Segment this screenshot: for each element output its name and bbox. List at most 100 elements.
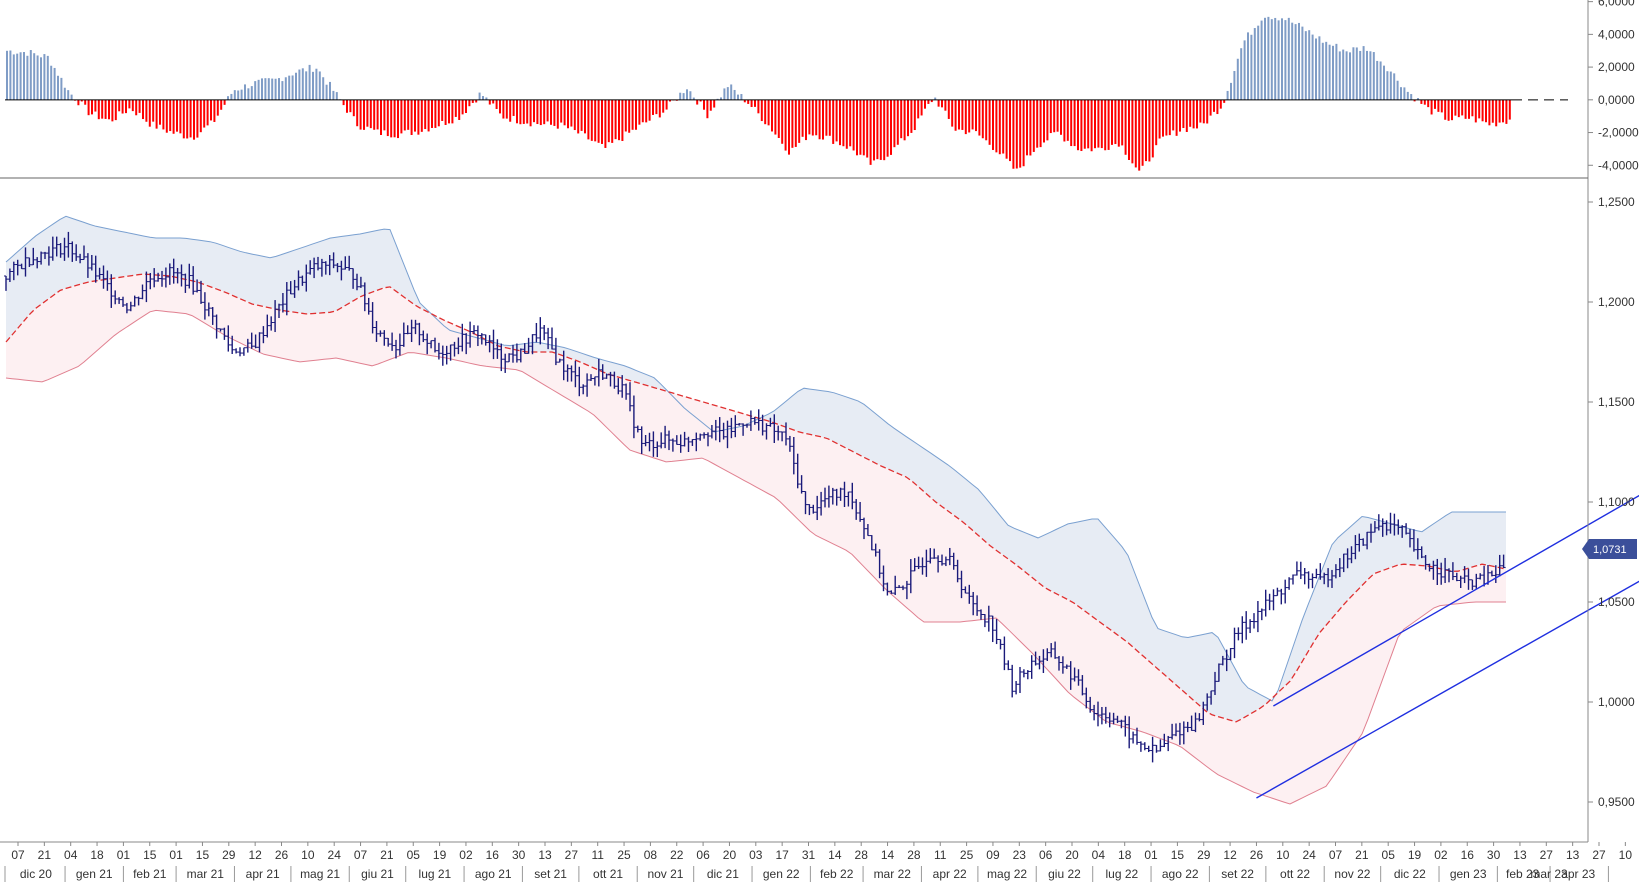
ohlc-bar: [803, 490, 808, 515]
ohlc-bar: [401, 322, 406, 347]
osc-bar: [988, 99, 991, 145]
osc-bar: [1114, 99, 1117, 145]
ohlc-bar: [655, 441, 660, 458]
ohlc-bar: [1450, 562, 1455, 581]
x-day-label: 18: [1118, 848, 1132, 862]
osc-bar: [818, 99, 821, 140]
osc-bar: [879, 99, 882, 160]
x-day-label: 01: [1144, 848, 1158, 862]
ohlc-bar: [1080, 675, 1085, 696]
x-month-label: gen 23: [1450, 867, 1487, 881]
osc-bar: [318, 71, 321, 100]
osc-bar: [1308, 30, 1311, 100]
osc-bar: [563, 99, 566, 126]
ohlc-bar: [35, 257, 40, 269]
osc-bar: [308, 64, 311, 100]
ohlc-bar: [425, 333, 430, 355]
ohlc-bar: [639, 426, 644, 454]
osc-bar: [407, 99, 410, 130]
ohlc-bar: [893, 575, 898, 596]
ohlc-bar: [702, 432, 707, 439]
osc-bar: [842, 99, 845, 147]
ohlc-bar: [955, 559, 960, 583]
ohlc-bar: [405, 325, 410, 335]
ohlc-bar: [479, 333, 484, 345]
osc-bar: [359, 99, 362, 130]
osc-bar: [1287, 17, 1290, 100]
ohlc-bar: [452, 341, 457, 357]
ohlc-bar: [1240, 616, 1245, 644]
x-day-label: 29: [1197, 848, 1211, 862]
ohlc-bar: [530, 334, 535, 355]
ohlc-bar: [31, 247, 36, 266]
ohlc-bar: [1135, 727, 1139, 745]
ohlc-bar: [257, 332, 262, 353]
osc-bar: [162, 99, 165, 130]
ohlc-bar: [1045, 648, 1050, 661]
ohlc-bar: [787, 435, 792, 452]
osc-bar: [1417, 98, 1419, 100]
ohlc-bar: [1162, 733, 1167, 748]
x-day-label: 10: [1619, 848, 1633, 862]
ohlc-bar: [647, 432, 652, 452]
ohlc-bar: [128, 301, 133, 312]
ohlc-bar: [397, 333, 402, 356]
x-day-label: 21: [380, 848, 394, 862]
ohlc-bar: [819, 491, 824, 516]
ohlc-bar: [347, 255, 352, 271]
osc-bar: [1182, 99, 1185, 129]
x-day-label: 09: [986, 848, 1000, 862]
osc-bar: [1080, 99, 1083, 152]
ohlc-bar: [472, 325, 476, 335]
ohlc-bar: [862, 517, 866, 540]
ohlc-bar: [1177, 722, 1182, 745]
osc-bar: [533, 99, 535, 123]
ohlc-bar: [499, 343, 504, 372]
osc-bar: [641, 99, 644, 123]
osc-bar: [1495, 99, 1498, 127]
osc-bar: [454, 99, 457, 117]
osc-bar: [726, 87, 729, 100]
ohlc-bar: [109, 274, 114, 308]
ohlc-bar: [1197, 713, 1202, 722]
ohlc-bar: [1310, 573, 1315, 589]
ohlc-bar: [1384, 520, 1389, 536]
osc-bar: [1243, 40, 1246, 100]
ohlc-bar: [1326, 568, 1331, 588]
ohlc-bar: [1411, 529, 1416, 552]
x-day-label: 10: [301, 848, 315, 862]
osc-bar: [539, 99, 542, 126]
osc-bar: [1032, 99, 1035, 152]
ohlc-bar: [713, 419, 718, 441]
ohlc-bar: [85, 253, 90, 278]
ohlc-bar: [889, 590, 894, 594]
osc-bar: [179, 99, 182, 134]
osc-bar: [1070, 99, 1073, 147]
ohlc-bar: [1275, 587, 1280, 597]
osc-bar: [193, 99, 195, 140]
ohlc-bar: [1439, 562, 1444, 585]
ohlc-bar: [1380, 518, 1385, 537]
ohlc-bar: [156, 272, 161, 282]
osc-bar: [1094, 99, 1096, 149]
osc-bar: [924, 99, 926, 109]
ohlc-bar: [643, 434, 648, 447]
osc-bar: [696, 99, 699, 105]
ohlc-bar: [409, 319, 414, 343]
osc-bar: [743, 99, 746, 103]
osc-bar: [312, 71, 314, 100]
ohlc-bar: [1131, 731, 1136, 744]
osc-bar: [53, 67, 56, 100]
osc-bar: [346, 99, 348, 113]
x-day-label: 12: [1223, 848, 1237, 862]
ohlc-bar: [1306, 571, 1311, 589]
price-tick-label: 1,1000: [1598, 495, 1635, 509]
ohlc-bar: [187, 263, 192, 289]
osc-bar: [556, 99, 559, 129]
ohlc-bar: [160, 270, 164, 287]
osc-bar: [1260, 20, 1263, 100]
ohlc-bar: [608, 371, 613, 387]
osc-bar: [342, 99, 345, 106]
x-day-label: 15: [196, 848, 210, 862]
ohlc-bar: [569, 365, 574, 382]
